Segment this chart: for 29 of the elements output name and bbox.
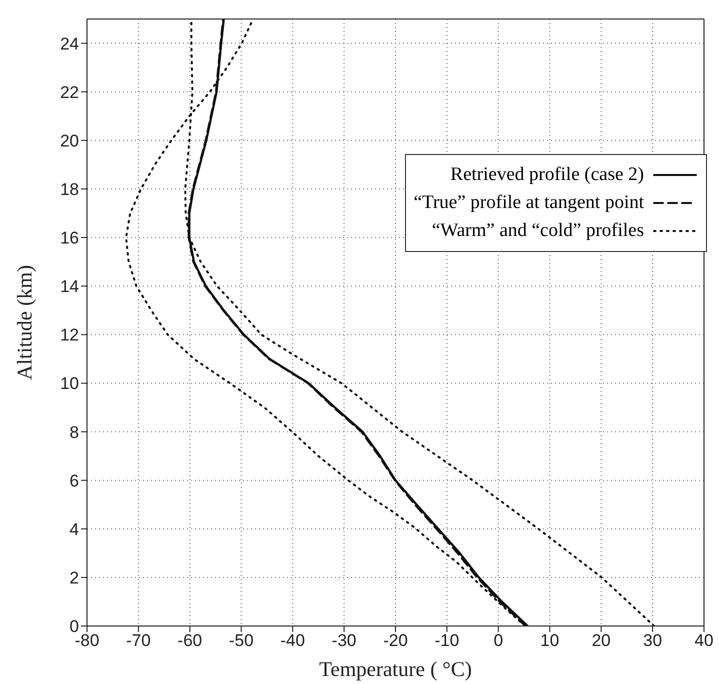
x-axis-title: Temperature ( °C) <box>319 657 472 681</box>
x-tick-label: 30 <box>643 631 662 650</box>
y-tick-label: 12 <box>60 326 79 345</box>
y-tick-label: 24 <box>60 34 79 54</box>
x-tick-label: -10 <box>434 631 460 650</box>
x-tick-label: 10 <box>540 631 560 650</box>
y-tick-label: 14 <box>60 277 79 296</box>
y-tick-label: 4 <box>70 520 79 539</box>
legend-label: “True” profile at tangent point <box>414 192 644 214</box>
y-tick-label: 18 <box>60 180 79 199</box>
x-tick-label: -30 <box>332 631 356 650</box>
x-tick-label: -50 <box>228 631 254 650</box>
y-tick-label: 22 <box>60 82 79 102</box>
x-tick-label: -40 <box>280 631 305 650</box>
x-tick-label: -70 <box>126 631 151 650</box>
x-tick-label: 0 <box>494 631 504 650</box>
y-tick-label: 10 <box>60 374 79 394</box>
x-tick-label: -60 <box>178 631 202 650</box>
y-tick-label: 6 <box>70 471 79 490</box>
y-axis-title: Altitude (km) <box>12 265 36 380</box>
legend-label: “Warm” and “cold” profiles <box>432 220 644 242</box>
x-tick-label: -20 <box>383 631 408 650</box>
x-tick-label: 40 <box>694 631 714 650</box>
legend-label: Retrieved profile (case 2) <box>450 164 644 186</box>
x-tick-label: 20 <box>592 631 611 650</box>
y-tick-label: 8 <box>70 422 79 442</box>
y-tick-label: 16 <box>60 228 79 248</box>
y-tick-label: 20 <box>60 131 79 150</box>
y-tick-label: 2 <box>70 568 79 588</box>
